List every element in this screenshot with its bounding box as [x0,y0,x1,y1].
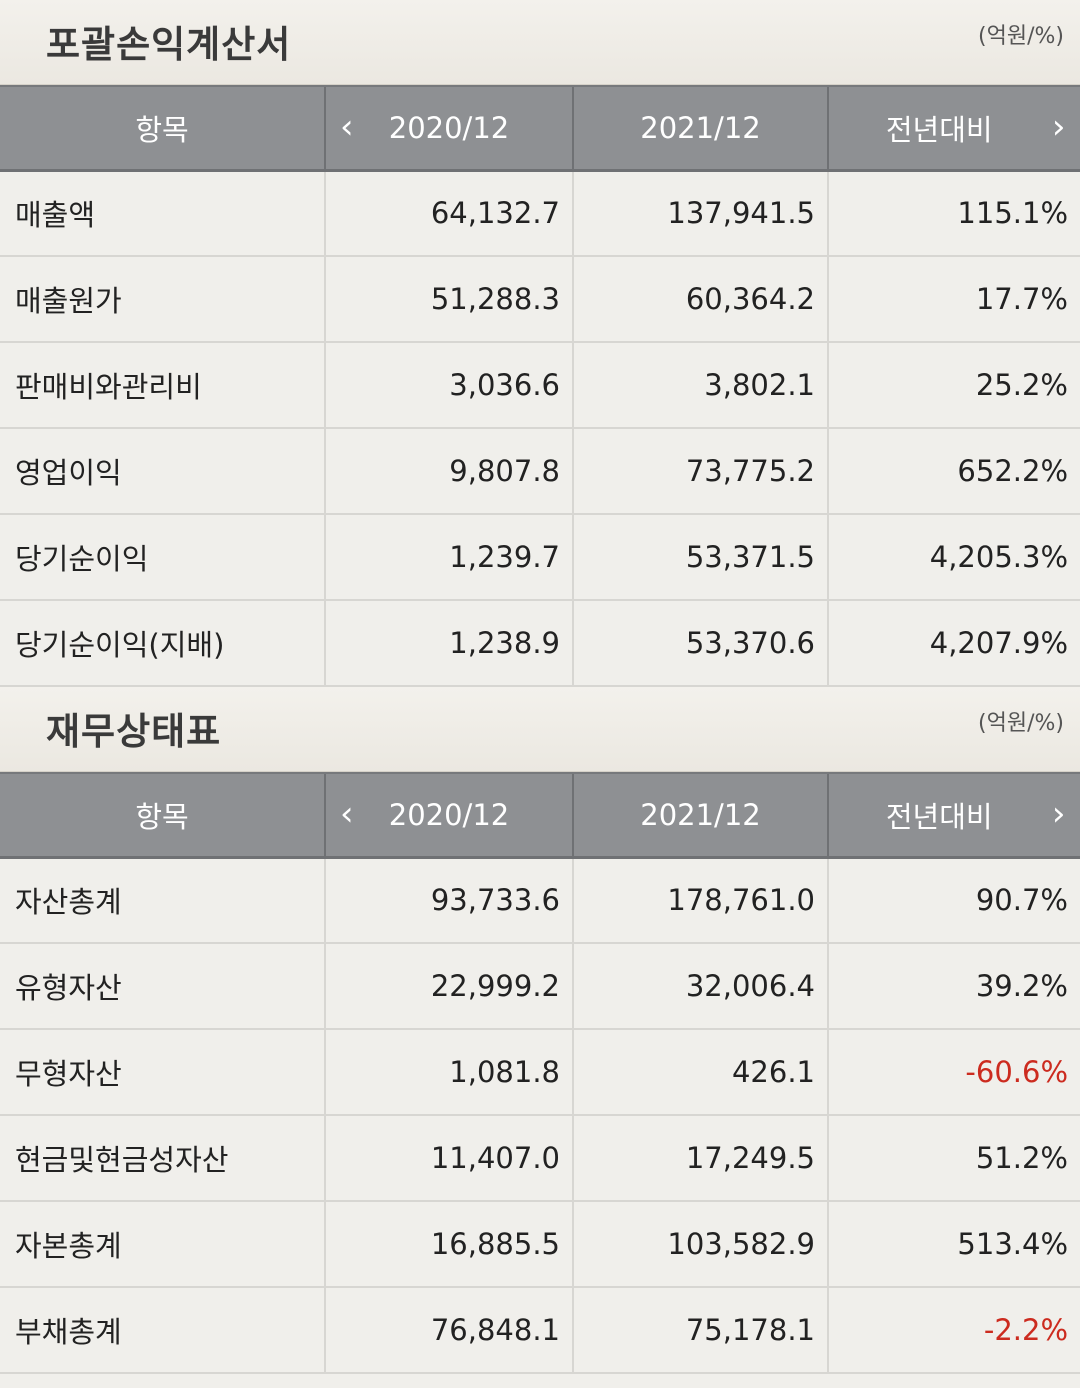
column-header-label: 2020/12 [388,797,510,832]
value-yoy: 513.4% [827,1201,1080,1288]
value-2021: 103,582.9 [572,1201,828,1288]
table-row: 영업이익 9,807.8 73,775.2 652.2% [0,428,1080,515]
value-2021: 3,802.1 [572,342,828,429]
table-row: 자본총계 16,885.5 103,582.9 513.4% [0,1201,1080,1288]
section-title: 포괄손익계산서 [46,23,292,66]
column-header-label: 전년대비 [885,799,993,834]
value-2021: 53,371.5 [572,514,828,601]
column-header-yoy: 전년대비 › [827,772,1080,859]
value-yoy: 4,205.3% [827,514,1080,601]
value-2020: 16,885.5 [324,1201,573,1288]
unit-label: (억원/%) [978,711,1064,736]
value-yoy: -2.2% [827,1287,1080,1374]
value-2020: 3,036.6 [324,342,573,429]
income-statement-section: 포괄손익계산서 (억원/%) 항목 ‹ 2020/12 2021/12 전년대비… [0,0,1080,687]
value-2021: 17,249.5 [572,1115,828,1202]
column-header-2021: 2021/12 [572,85,829,172]
unit-label: (억원/%) [978,24,1064,49]
chevron-left-icon[interactable]: ‹ [340,793,354,834]
row-label: 영업이익 [0,428,325,515]
table-row: 자산총계 93,733.6 178,761.0 90.7% [0,857,1080,944]
value-2020: 1,238.9 [324,600,573,687]
value-2021: 60,364.2 [572,256,828,343]
value-2021: 32,006.4 [572,943,828,1030]
section-header: 포괄손익계산서 (억원/%) [0,0,1080,85]
value-yoy: -60.6% [827,1029,1080,1116]
balance-sheet-table: 항목 ‹ 2020/12 2021/12 전년대비 › 자산총계 93,733.… [0,772,1080,1374]
table-row: 당기순이익(지배) 1,238.9 53,370.6 4,207.9% [0,600,1080,687]
table-header-row: 항목 ‹ 2020/12 2021/12 전년대비 › [0,772,1080,859]
value-2021: 426.1 [572,1029,828,1116]
value-2020: 9,807.8 [324,428,573,515]
value-2021: 73,775.2 [572,428,828,515]
column-header-2021: 2021/12 [572,772,829,859]
row-label: 유형자산 [0,943,325,1030]
value-2021: 178,761.0 [572,857,828,944]
value-2021: 137,941.5 [572,170,828,257]
row-label: 매출액 [0,170,325,257]
row-label: 판매비와관리비 [0,342,325,429]
table-header-row: 항목 ‹ 2020/12 2021/12 전년대비 › [0,85,1080,172]
table-row: 유형자산 22,999.2 32,006.4 39.2% [0,943,1080,1030]
value-yoy: 652.2% [827,428,1080,515]
value-yoy: 17.7% [827,256,1080,343]
value-2021: 75,178.1 [572,1287,828,1374]
row-label: 자본총계 [0,1201,325,1288]
value-2020: 1,081.8 [324,1029,573,1116]
table-row: 부채총계 76,848.1 75,178.1 -2.2% [0,1287,1080,1374]
row-label: 자산총계 [0,857,325,944]
column-header-label: 항목 [135,112,189,147]
table-row: 당기순이익 1,239.7 53,371.5 4,205.3% [0,514,1080,601]
row-label: 부채총계 [0,1287,325,1374]
column-header-label: 2021/12 [640,797,761,832]
value-yoy: 25.2% [827,342,1080,429]
chevron-right-icon[interactable]: › [1051,793,1066,834]
value-2021: 53,370.6 [572,600,828,687]
value-2020: 76,848.1 [324,1287,573,1374]
row-label: 당기순이익(지배) [0,600,325,687]
table-row: 매출원가 51,288.3 60,364.2 17.7% [0,256,1080,343]
value-2020: 93,733.6 [324,857,573,944]
value-yoy: 90.7% [827,857,1080,944]
value-2020: 51,288.3 [324,256,573,343]
balance-sheet-section: 재무상태표 (억원/%) 항목 ‹ 2020/12 2021/12 전년대비 ›… [0,687,1080,1374]
income-statement-table: 항목 ‹ 2020/12 2021/12 전년대비 › 매출액 64,132.7… [0,85,1080,687]
table-row: 판매비와관리비 3,036.6 3,802.1 25.2% [0,342,1080,429]
column-header-yoy: 전년대비 › [827,85,1080,172]
table-row: 무형자산 1,081.8 426.1 -60.6% [0,1029,1080,1116]
column-header-2020: ‹ 2020/12 [324,85,574,172]
value-yoy: 51.2% [827,1115,1080,1202]
row-label: 무형자산 [0,1029,325,1116]
column-header-2020: ‹ 2020/12 [324,772,574,859]
column-header-label: 2020/12 [388,110,510,145]
section-title: 재무상태표 [46,710,222,753]
section-header: 재무상태표 (억원/%) [0,687,1080,772]
value-2020: 1,239.7 [324,514,573,601]
row-label: 매출원가 [0,256,325,343]
value-2020: 11,407.0 [324,1115,573,1202]
chevron-right-icon[interactable]: › [1051,106,1066,147]
column-header-item: 항목 [0,772,326,859]
value-2020: 22,999.2 [324,943,573,1030]
chevron-left-icon[interactable]: ‹ [340,106,354,147]
table-row: 매출액 64,132.7 137,941.5 115.1% [0,170,1080,257]
row-label: 당기순이익 [0,514,325,601]
table-row: 현금및현금성자산 11,407.0 17,249.5 51.2% [0,1115,1080,1202]
value-2020: 64,132.7 [324,170,573,257]
row-label: 현금및현금성자산 [0,1115,325,1202]
column-header-item: 항목 [0,85,326,172]
value-yoy: 39.2% [827,943,1080,1030]
column-header-label: 2021/12 [640,110,761,145]
column-header-label: 항목 [135,799,189,834]
value-yoy: 115.1% [827,170,1080,257]
column-header-label: 전년대비 [885,112,993,147]
value-yoy: 4,207.9% [827,600,1080,687]
